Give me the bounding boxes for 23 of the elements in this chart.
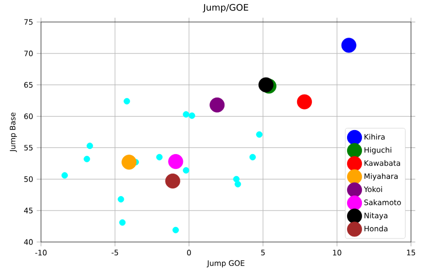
point <box>86 142 94 150</box>
point <box>172 226 179 234</box>
point <box>182 167 190 174</box>
point <box>156 154 163 160</box>
chart-title: Jump/GOE <box>202 4 248 12</box>
point <box>124 98 130 104</box>
point <box>341 38 356 53</box>
point <box>119 219 126 226</box>
point <box>256 131 263 138</box>
point <box>84 156 90 162</box>
point <box>258 77 274 92</box>
point <box>122 154 137 170</box>
point <box>182 111 190 118</box>
point <box>249 154 256 160</box>
point <box>233 176 240 182</box>
point <box>188 112 196 119</box>
point <box>165 174 180 189</box>
point <box>168 154 184 170</box>
point <box>61 172 68 179</box>
point <box>118 196 124 202</box>
point <box>296 94 312 110</box>
point <box>234 180 242 188</box>
point <box>210 97 225 112</box>
